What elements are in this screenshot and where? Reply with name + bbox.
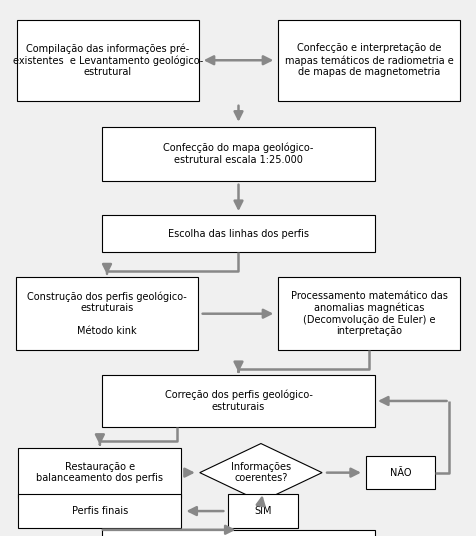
FancyBboxPatch shape <box>16 277 198 350</box>
Text: Escolha das linhas dos perfis: Escolha das linhas dos perfis <box>168 229 308 239</box>
FancyBboxPatch shape <box>278 277 459 350</box>
FancyBboxPatch shape <box>278 20 459 101</box>
Text: Construção dos perfis geológico-
estruturais

Método kink: Construção dos perfis geológico- estrutu… <box>27 291 187 337</box>
FancyBboxPatch shape <box>102 375 374 427</box>
FancyBboxPatch shape <box>228 494 297 527</box>
Text: Compilação das informações pré-
existentes  e Levantamento geológico-
estrutural: Compilação das informações pré- existent… <box>13 43 203 77</box>
Text: Perfis finais: Perfis finais <box>71 506 128 516</box>
Text: Restauração e
balanceamento dos perfis: Restauração e balanceamento dos perfis <box>36 462 163 483</box>
Polygon shape <box>199 444 321 502</box>
Text: Correção dos perfis geológico-
estruturais: Correção dos perfis geológico- estrutura… <box>164 390 312 412</box>
FancyBboxPatch shape <box>18 494 181 527</box>
Text: Informações
coerentes?: Informações coerentes? <box>230 462 290 483</box>
Text: NÃO: NÃO <box>389 467 410 478</box>
FancyBboxPatch shape <box>102 215 374 252</box>
FancyBboxPatch shape <box>17 20 198 101</box>
Text: Confecção do mapa geológico-
estrutural escala 1:25.000: Confecção do mapa geológico- estrutural … <box>163 143 313 165</box>
FancyBboxPatch shape <box>102 126 374 181</box>
FancyBboxPatch shape <box>365 456 434 489</box>
Text: SIM: SIM <box>254 506 271 516</box>
FancyBboxPatch shape <box>102 530 374 536</box>
Text: Confecção e interpretação de
mapas temáticos de radiometria e
de mapas de magnet: Confecção e interpretação de mapas temát… <box>284 43 452 77</box>
Text: Processamento matemático das
anomalias magnéticas
(Decomvolução de Euler) e
inte: Processamento matemático das anomalias m… <box>290 291 446 337</box>
FancyBboxPatch shape <box>18 448 181 497</box>
